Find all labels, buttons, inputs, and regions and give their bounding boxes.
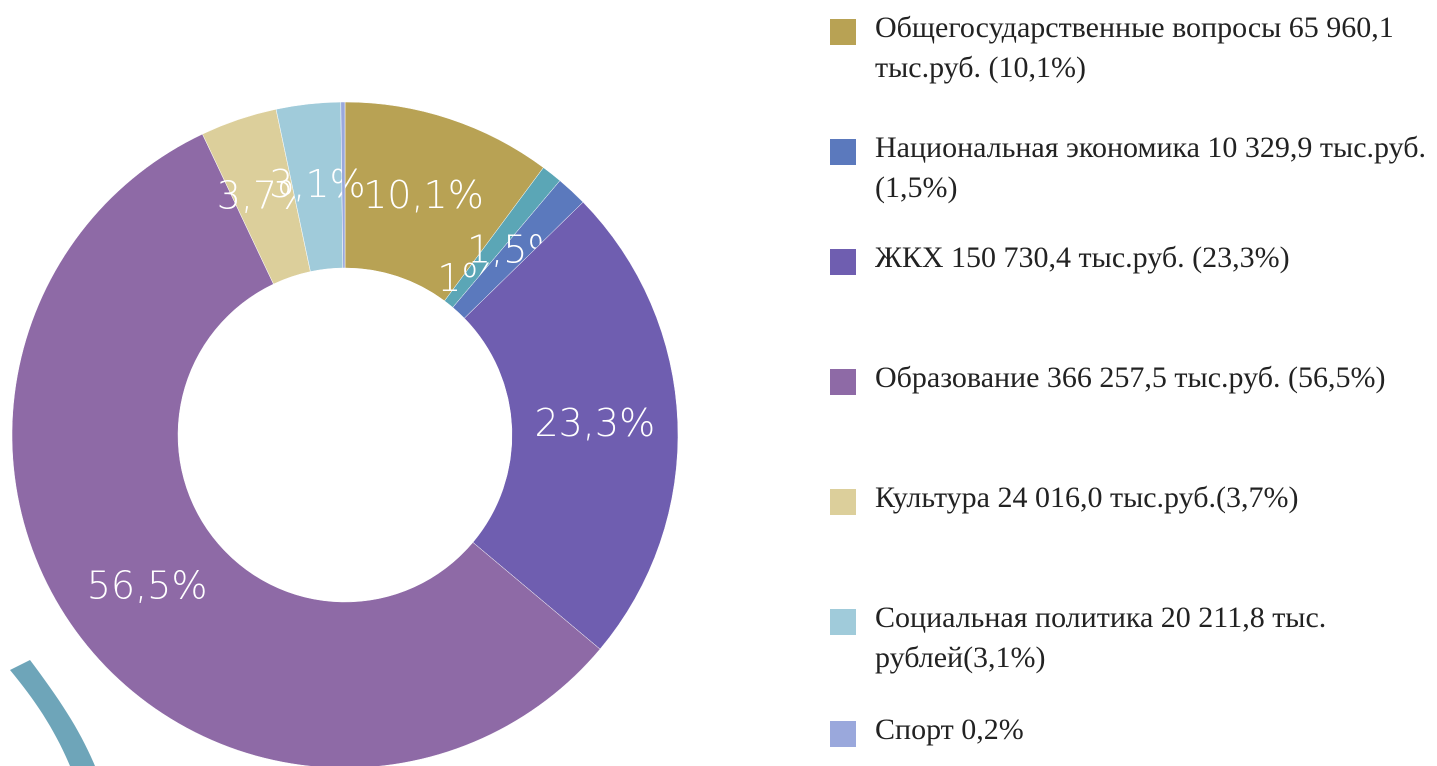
legend: Общегосударственные вопросы 65 960,1 тыс… [830, 0, 1430, 766]
donut-segment [340, 101, 346, 269]
legend-swatch [830, 489, 856, 515]
legend-item: Образование 366 257,5 тыс.руб. (56,5%) [830, 358, 1430, 398]
legend-item: ЖКХ 150 730,4 тыс.руб. (23,3%) [830, 238, 1430, 278]
donut-segment [464, 201, 679, 650]
legend-swatch [830, 19, 856, 45]
data-label: 3,1% [269, 162, 366, 206]
legend-swatch [830, 609, 856, 635]
legend-item: Спорт 0,2% [830, 710, 1430, 750]
legend-label: Общегосударственные вопросы 65 960,1 тыс… [875, 11, 1394, 84]
legend-label: Образование 366 257,5 тыс.руб. (56,5%) [875, 361, 1386, 394]
legend-label: Социальная политика 20 211,8 тыс. рублей… [875, 601, 1327, 674]
decoration [10, 660, 95, 766]
legend-label: Культура 24 016,0 тыс.руб.(3,7%) [875, 481, 1299, 514]
legend-item: Национальная экономика 10 329,9 тыс.руб.… [830, 128, 1430, 208]
legend-swatch [830, 721, 856, 747]
legend-item: Культура 24 016,0 тыс.руб.(3,7%) [830, 478, 1430, 518]
data-label: 23,3% [534, 401, 655, 445]
legend-swatch [830, 249, 856, 275]
legend-swatch [830, 369, 856, 395]
chart: 10,1%1%1,5%23,3%56,5%3,7%3,1% [10, 101, 679, 766]
legend-label: Спорт 0,2% [875, 713, 1024, 746]
data-label: 56,5% [87, 563, 208, 607]
legend-label: ЖКХ 150 730,4 тыс.руб. (23,3%) [875, 241, 1290, 274]
data-label: 10,1% [363, 173, 484, 217]
legend-swatch [830, 139, 856, 165]
legend-item: Общегосударственные вопросы 65 960,1 тыс… [830, 8, 1430, 88]
legend-label: Национальная экономика 10 329,9 тыс.руб.… [875, 131, 1426, 204]
legend-item: Социальная политика 20 211,8 тыс. рублей… [830, 598, 1430, 678]
donut-segment [11, 133, 601, 766]
